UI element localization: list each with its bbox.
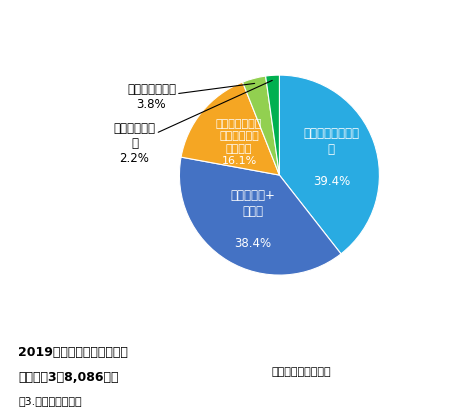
Text: （見込）3兆8,086億円: （見込）3兆8,086億円	[18, 371, 118, 384]
Text: ネットスーパー
3.8%: ネットスーパー 3.8%	[127, 83, 254, 111]
Wedge shape	[242, 76, 279, 175]
Text: 生協（班配+
個配）

38.4%: 生協（班配+ 個配） 38.4%	[230, 189, 275, 250]
Wedge shape	[279, 75, 378, 254]
Text: ショッピングサイ
ト

39.4%: ショッピングサイ ト 39.4%	[303, 126, 359, 187]
Wedge shape	[179, 157, 340, 275]
Text: 注3.小売金額ベース: 注3.小売金額ベース	[18, 396, 82, 406]
Text: 食品メーカーダ
イレクト販売
（直販）
16.1%: 食品メーカーダ イレクト販売 （直販） 16.1%	[216, 119, 262, 166]
Wedge shape	[265, 75, 279, 175]
Wedge shape	[181, 82, 279, 175]
Text: 自然派食品宅
配
2.2%: 自然派食品宅 配 2.2%	[113, 80, 272, 165]
Text: 2019年度食品通販市場規模: 2019年度食品通販市場規模	[18, 346, 128, 359]
Text: 矢野経済研究所調べ: 矢野経済研究所調べ	[271, 367, 330, 377]
